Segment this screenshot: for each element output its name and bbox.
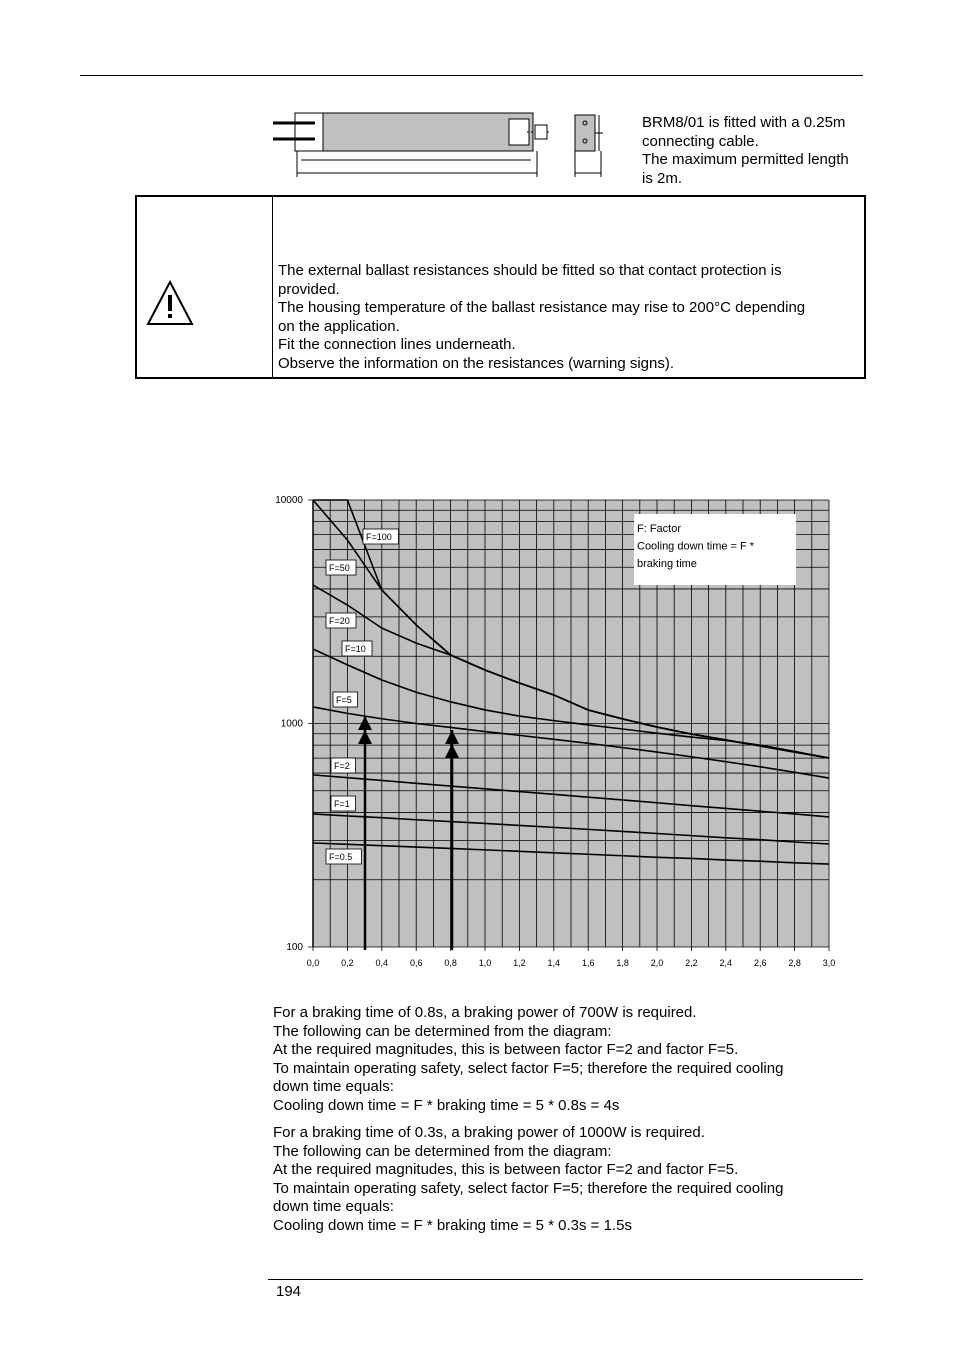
example-line: For a braking time of 0.8s, a braking po…	[273, 1004, 697, 1021]
example-line: The following can be determined from the…	[273, 1022, 612, 1040]
resistor-drawing	[273, 112, 603, 177]
arrow-head	[445, 744, 459, 758]
warning-line: The housing temperature of the ballast r…	[278, 299, 806, 316]
curve-label: F=100	[366, 532, 392, 542]
x-tick-label: 0,8	[444, 958, 457, 968]
caption-line: The maximum permitted length	[642, 151, 849, 168]
curve-label: F=0.5	[329, 852, 352, 862]
note-line: Cooling down time = F *	[637, 541, 755, 553]
curve-label: F=50	[329, 563, 350, 573]
arrow-head	[445, 730, 459, 744]
warning-icon	[146, 279, 194, 325]
curve-label: F=2	[334, 761, 350, 771]
note-line: braking time	[637, 558, 697, 570]
curve	[312, 648, 830, 759]
x-tick-label: 1,8	[616, 958, 629, 968]
curve-label: F=20	[329, 616, 350, 626]
caption-line: is 2m.	[642, 169, 683, 187]
curve-label: F=5	[336, 695, 352, 705]
x-tick-label: 0,4	[376, 958, 389, 968]
x-tick-label: 1,2	[513, 958, 526, 968]
curve	[312, 813, 830, 845]
curve	[312, 774, 830, 818]
x-tick-label: 0,0	[307, 958, 320, 968]
warning-line: Observe the information on the resistanc…	[278, 354, 675, 372]
warning-line: Fit the connection lines underneath.	[278, 336, 516, 353]
page-number: 194	[276, 1283, 302, 1300]
x-tick-label: 0,2	[341, 958, 354, 968]
example-line: To maintain operating safety, select fac…	[273, 1179, 784, 1197]
curve-label: F=10	[345, 644, 366, 654]
y-tick-label: 100	[286, 942, 303, 953]
curve-label-box	[325, 848, 362, 865]
warning-line: The external ballast resistances should …	[278, 262, 782, 279]
x-tick-label: 2,8	[788, 958, 801, 968]
example-line: The following can be determined from the…	[273, 1142, 612, 1160]
example-line: To maintain operating safety, select fac…	[273, 1059, 784, 1077]
arrow-head	[358, 730, 372, 744]
curve-label-box	[332, 691, 358, 708]
curve-label-box	[330, 795, 356, 812]
x-tick-label: 0,6	[410, 958, 423, 968]
warning-box	[135, 195, 866, 379]
footer-rule	[268, 1279, 863, 1280]
note-box	[634, 514, 796, 585]
arrow-head	[358, 716, 372, 730]
curve-label-box	[330, 757, 356, 774]
example-line: At the required magnitudes, this is betw…	[273, 1161, 739, 1178]
x-tick-label: 2,6	[754, 958, 767, 968]
warning-divider	[272, 197, 273, 377]
caption-line: BRM8/01 is fitted with a 0.25m	[642, 114, 846, 131]
curve	[312, 706, 830, 779]
curve-label-box	[325, 559, 357, 576]
example-line: down time equals:	[273, 1198, 394, 1215]
x-tick-label: 2,4	[720, 958, 733, 968]
x-tick-label: 3,0	[823, 958, 836, 968]
curve-label-box	[325, 612, 357, 629]
y-tick-label: 10000	[275, 495, 303, 506]
curve-label: F=1	[334, 799, 350, 809]
note-line: F: Factor	[637, 523, 681, 535]
y-tick-label: 1000	[281, 719, 304, 730]
chart: 0,0 0,2 0,4 0,6 0,8 1,0 1,2 1,4 1,6 1,8 2,0 2,2 2,4 2…	[275, 495, 836, 968]
warning-line: on the application.	[278, 317, 400, 335]
curve-label-box	[362, 528, 399, 545]
example-line: For a braking time of 0.3s, a braking po…	[273, 1124, 705, 1141]
example-line: down time equals:	[273, 1078, 394, 1095]
x-tick-label: 2,0	[651, 958, 664, 968]
example-line: Cooling down time = F * braking time = 5…	[273, 1096, 620, 1114]
x-tick-label: 1,0	[479, 958, 492, 968]
example-line: At the required magnitudes, this is betw…	[273, 1041, 739, 1058]
curve-label-box	[341, 640, 373, 657]
example-line: Cooling down time = F * braking time = 5…	[273, 1216, 632, 1234]
x-tick-label: 2,2	[685, 958, 698, 968]
warning-line: provided.	[278, 280, 340, 298]
x-tick-label: 1,6	[582, 958, 595, 968]
x-tick-label: 1,4	[548, 958, 561, 968]
caption-line: connecting cable.	[642, 132, 759, 150]
header-rule	[80, 75, 863, 76]
curve	[312, 842, 830, 865]
